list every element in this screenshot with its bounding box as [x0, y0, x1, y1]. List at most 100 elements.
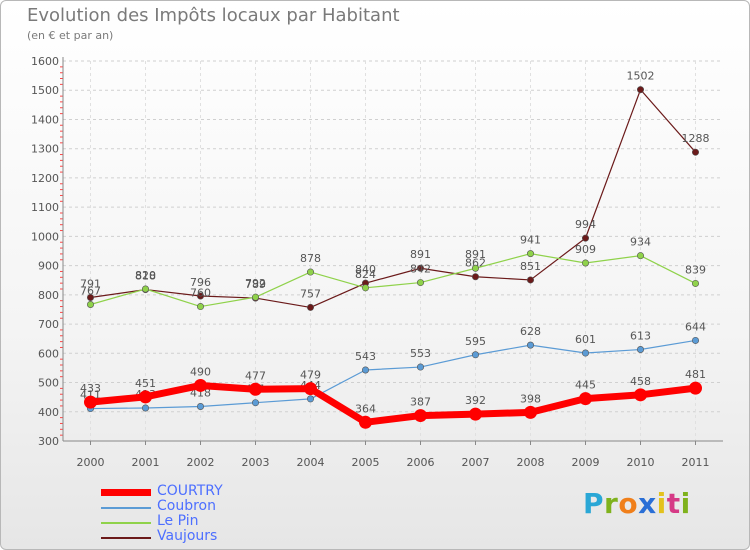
data-point	[142, 404, 150, 412]
data-label: 941	[520, 234, 541, 247]
data-label: 789	[245, 278, 266, 291]
data-label: 364	[355, 402, 376, 415]
data-point	[359, 415, 372, 429]
data-point	[691, 279, 699, 287]
data-label: 628	[520, 325, 541, 338]
data-label: 445	[575, 379, 596, 392]
data-point	[636, 86, 644, 94]
data-point	[469, 407, 482, 421]
data-point	[636, 252, 644, 260]
data-label: 601	[575, 333, 596, 346]
data-label: 792	[245, 277, 266, 290]
data-point	[197, 303, 205, 311]
data-label: 479	[300, 369, 321, 382]
data-label: 891	[410, 248, 431, 261]
y-tick-label: 600	[38, 347, 59, 360]
x-tick-label: 2007	[462, 456, 490, 469]
data-point	[526, 276, 534, 284]
data-point	[414, 409, 427, 423]
data-label: 477	[245, 369, 266, 382]
series-line-vaujours	[89, 89, 697, 309]
legend-label-courtry: COURTRY	[157, 483, 223, 499]
data-point	[416, 363, 424, 371]
data-label: 644	[685, 320, 706, 333]
data-label: 543	[355, 350, 376, 363]
data-label: 791	[80, 277, 101, 290]
data-label: 398	[520, 392, 541, 405]
data-label: 1502	[627, 70, 655, 83]
data-label: 851	[520, 260, 541, 273]
y-tick-label: 400	[38, 406, 59, 419]
data-point	[139, 390, 152, 404]
logo-letter: P	[583, 487, 605, 520]
x-tick-label: 2004	[297, 456, 325, 469]
legend-swatch-courtry	[101, 489, 151, 496]
y-tick-label: 1400	[31, 113, 59, 126]
logo-letter: o	[618, 487, 639, 520]
data-point	[361, 366, 369, 374]
legend-label-coubron: Coubron	[157, 498, 216, 514]
y-tick-label: 1500	[31, 84, 59, 97]
logo-letter: t	[666, 487, 681, 520]
x-tick-label: 2003	[242, 456, 270, 469]
data-label: 433	[80, 382, 101, 395]
data-point	[306, 268, 314, 276]
data-point	[249, 382, 262, 396]
data-point	[634, 388, 647, 402]
y-tick-label: 1100	[31, 201, 59, 214]
x-tick-label: 2010	[627, 456, 655, 469]
data-point	[691, 336, 699, 344]
data-point	[526, 250, 534, 258]
data-label: 451	[135, 377, 156, 390]
data-label: 796	[190, 276, 211, 289]
data-point	[197, 292, 205, 300]
legend-swatch-coubron	[101, 507, 151, 509]
data-point	[361, 284, 369, 292]
data-label: 840	[355, 263, 376, 276]
y-tick-label: 1600	[31, 55, 59, 68]
data-point	[471, 264, 479, 272]
y-tick-label: 900	[38, 260, 59, 273]
data-point	[252, 399, 260, 407]
proxiti-logo: Proxiti	[583, 487, 691, 520]
data-point	[471, 351, 479, 359]
data-point	[636, 346, 644, 354]
data-point	[197, 403, 205, 411]
x-tick-label: 2005	[352, 456, 380, 469]
data-label: 392	[465, 394, 486, 407]
data-label: 595	[465, 335, 486, 348]
data-label: 878	[300, 252, 321, 265]
data-label: 909	[575, 243, 596, 256]
data-label: 824	[355, 268, 376, 281]
data-point	[142, 285, 150, 293]
x-tick-label: 2002	[187, 456, 215, 469]
data-label: 818	[135, 270, 156, 283]
y-tick-label: 800	[38, 289, 59, 302]
data-point	[524, 405, 537, 419]
data-point	[581, 259, 589, 267]
data-point	[194, 378, 207, 392]
data-point	[84, 395, 97, 409]
legend-label-le-pin: Le Pin	[157, 513, 199, 529]
data-label: 842	[410, 263, 431, 276]
legend-label-vaujours: Vaujours	[157, 528, 218, 544]
x-tick-label: 2011	[682, 456, 710, 469]
logo-letter: i	[656, 487, 667, 520]
y-tick-label: 700	[38, 318, 59, 331]
data-label: 767	[80, 284, 101, 297]
data-point	[689, 381, 702, 395]
data-point	[471, 273, 479, 281]
data-point	[581, 349, 589, 357]
logo-letter: r	[604, 487, 619, 520]
y-tick-label: 1200	[31, 172, 59, 185]
chart-subtitle: (en € et par an)	[27, 29, 114, 42]
series-line-le-pin	[89, 253, 697, 308]
data-label: 481	[685, 368, 706, 381]
data-label: 891	[465, 248, 486, 261]
data-label: 387	[410, 396, 431, 409]
data-label: 490	[190, 365, 211, 378]
data-label: 934	[630, 236, 651, 249]
x-tick-label: 2001	[132, 456, 160, 469]
